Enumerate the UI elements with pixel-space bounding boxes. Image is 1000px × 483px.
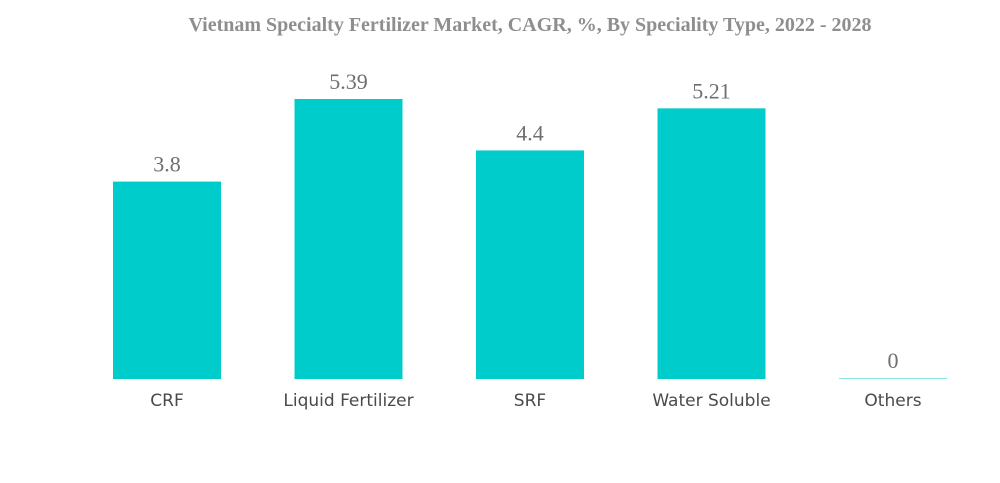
category-tick-labels: CRF Liquid Fertilizer SRF Water Soluble Othe… xyxy=(150,391,921,411)
tick-label-others: Others xyxy=(864,391,921,411)
value-label-others: 0 xyxy=(888,348,899,373)
tick-label-water-soluble: Water Soluble xyxy=(652,391,770,411)
bar-others xyxy=(839,378,947,379)
tick-label-liquid-fertilizer: Liquid Fertilizer xyxy=(283,391,413,411)
bar-srf xyxy=(476,150,584,379)
value-label-liquid-fertilizer: 5.39 xyxy=(329,69,368,94)
tick-label-crf: CRF xyxy=(150,391,183,411)
tick-label-srf: SRF xyxy=(514,391,546,411)
value-labels-layer: 3.8 5.39 4.4 5.21 0 xyxy=(153,69,898,373)
value-label-water-soluble: 5.21 xyxy=(692,78,731,103)
chart-title: Vietnam Specialty Fertilizer Market, CAG… xyxy=(188,14,872,36)
bar-liquid-fertilizer xyxy=(294,99,403,379)
value-label-crf: 3.8 xyxy=(153,152,181,177)
value-label-srf: 4.4 xyxy=(516,120,544,145)
bars-layer xyxy=(113,99,947,379)
bar-water-soluble xyxy=(657,108,766,379)
bar-crf xyxy=(113,181,221,379)
